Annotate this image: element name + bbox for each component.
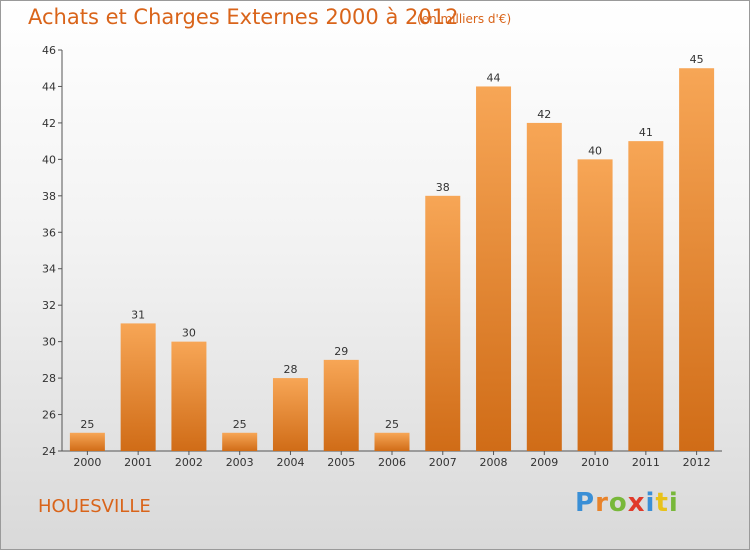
x-tick-label: 2002 <box>175 456 203 469</box>
logo-letter: x <box>627 488 646 518</box>
bar-2006 <box>374 432 410 451</box>
logo-letter: i <box>668 488 679 518</box>
y-tick-label: 42 <box>42 117 56 130</box>
bar-value-label: 31 <box>131 308 145 321</box>
x-tick-label: 2009 <box>530 456 558 469</box>
y-tick-label: 28 <box>42 372 56 385</box>
bar-value-label: 25 <box>385 418 399 431</box>
y-tick-label: 30 <box>42 336 56 349</box>
y-tick-label: 32 <box>42 299 56 312</box>
y-tick-label: 26 <box>42 409 56 422</box>
bars <box>69 68 715 452</box>
bar-value-label: 45 <box>690 53 704 66</box>
x-tick-label: 2012 <box>683 456 711 469</box>
location-label: HOUESVILLE <box>38 496 151 517</box>
bar-2010 <box>577 159 613 451</box>
proxiti-logo: Proxiti <box>575 488 679 518</box>
logo-letter: P <box>575 488 596 518</box>
logo-letter: i <box>645 488 656 518</box>
bar-value-label: 38 <box>436 181 450 194</box>
bar-value-label: 25 <box>233 418 247 431</box>
unit-note: (en milliers d'€) <box>417 12 512 26</box>
x-tick-label: 2003 <box>226 456 254 469</box>
chart-title: Achats et Charges Externes 2000 à 2012 <box>28 5 459 29</box>
bar-2002 <box>171 341 207 451</box>
bar-value-label: 40 <box>588 144 602 157</box>
x-tick-label: 2008 <box>480 456 508 469</box>
bar-2009 <box>526 122 562 451</box>
bar-2007 <box>425 195 461 451</box>
bar-2003 <box>222 432 258 451</box>
x-tick-label: 2010 <box>581 456 609 469</box>
data-labels: 25 31 30 25 28 29 25 38 44 42 40 41 45 <box>80 53 703 431</box>
y-tick-label: 40 <box>42 153 56 166</box>
x-tick-label: 2000 <box>73 456 101 469</box>
logo-letter: o <box>608 488 628 518</box>
x-tick-label: 2005 <box>327 456 355 469</box>
bar-value-label: 44 <box>487 71 501 84</box>
y-tick-label: 36 <box>42 226 56 239</box>
logo-letter: t <box>655 488 669 518</box>
bar-2005 <box>323 359 359 451</box>
bar-value-label: 30 <box>182 327 196 340</box>
y-tick-label: 24 <box>42 445 56 458</box>
bar-2001 <box>120 323 156 451</box>
bar-2008 <box>476 86 512 452</box>
x-tick-label: 2004 <box>276 456 304 469</box>
y-tick-label: 38 <box>42 190 56 203</box>
bar-2012 <box>679 68 715 452</box>
x-tick-label: 2007 <box>429 456 457 469</box>
bar-value-label: 29 <box>334 345 348 358</box>
bar-value-label: 25 <box>80 418 94 431</box>
x-tick-label: 2001 <box>124 456 152 469</box>
logo-letter: r <box>595 488 609 518</box>
y-tick-label: 34 <box>42 263 56 276</box>
y-tick-label: 44 <box>42 80 56 93</box>
y-tick-label: 46 <box>42 44 56 57</box>
x-tick-label: 2006 <box>378 456 406 469</box>
x-tick-label: 2011 <box>632 456 660 469</box>
bar-value-label: 28 <box>283 363 297 376</box>
bar-2011 <box>628 141 664 452</box>
bar-2004 <box>272 378 308 451</box>
bar-value-label: 41 <box>639 126 653 139</box>
bar-2000 <box>69 432 105 451</box>
bar-value-label: 42 <box>537 108 551 121</box>
